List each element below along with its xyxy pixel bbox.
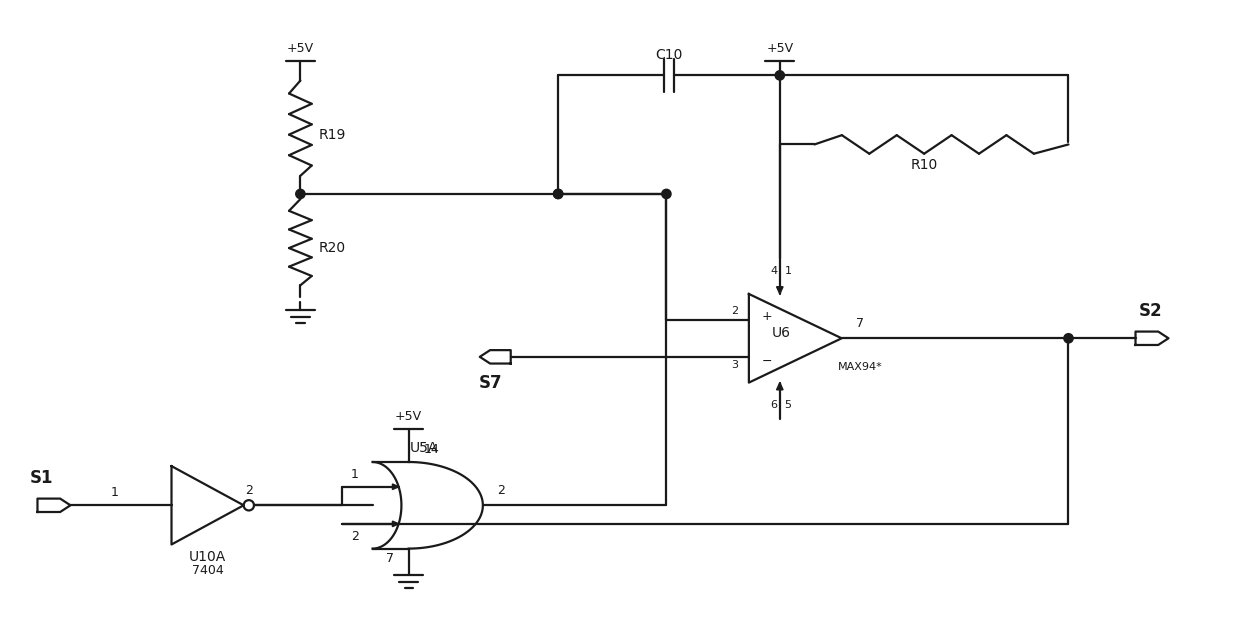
Text: 3: 3 [732, 360, 739, 370]
Circle shape [775, 71, 785, 80]
Polygon shape [776, 287, 782, 294]
Circle shape [662, 189, 671, 199]
Circle shape [553, 189, 563, 199]
Polygon shape [776, 382, 782, 390]
Text: +5V: +5V [766, 42, 794, 55]
Text: S7: S7 [479, 374, 502, 392]
Text: R20: R20 [319, 241, 346, 255]
Circle shape [1064, 334, 1073, 343]
Circle shape [553, 189, 563, 199]
Circle shape [296, 189, 305, 199]
Polygon shape [392, 521, 398, 527]
Text: MAX94*: MAX94* [838, 362, 883, 372]
Text: 1: 1 [110, 486, 119, 499]
Text: 1: 1 [351, 468, 358, 481]
Polygon shape [392, 484, 398, 489]
Text: U5A: U5A [410, 441, 438, 454]
Text: U10A: U10A [188, 550, 226, 564]
Text: U6: U6 [771, 326, 791, 340]
Text: 2: 2 [244, 484, 253, 498]
Text: R10: R10 [910, 158, 937, 172]
Text: 2: 2 [351, 530, 358, 542]
Text: 2: 2 [497, 484, 506, 498]
Text: 7: 7 [857, 318, 864, 331]
Text: S1: S1 [30, 469, 53, 488]
Text: +5V: +5V [396, 410, 422, 423]
Text: 5: 5 [785, 400, 791, 410]
Text: 1: 1 [785, 266, 791, 276]
Text: 4: 4 [770, 266, 777, 276]
Text: 7: 7 [386, 552, 394, 566]
Text: 2: 2 [732, 306, 739, 316]
Text: 6: 6 [770, 400, 777, 410]
Text: +: + [761, 310, 771, 323]
Text: R19: R19 [319, 127, 346, 142]
Text: 7404: 7404 [192, 564, 223, 577]
Text: +5V: +5V [286, 42, 314, 55]
Text: S2: S2 [1140, 302, 1163, 321]
Text: −: − [761, 354, 771, 367]
Text: 14: 14 [423, 443, 439, 456]
Text: C10: C10 [655, 48, 683, 62]
